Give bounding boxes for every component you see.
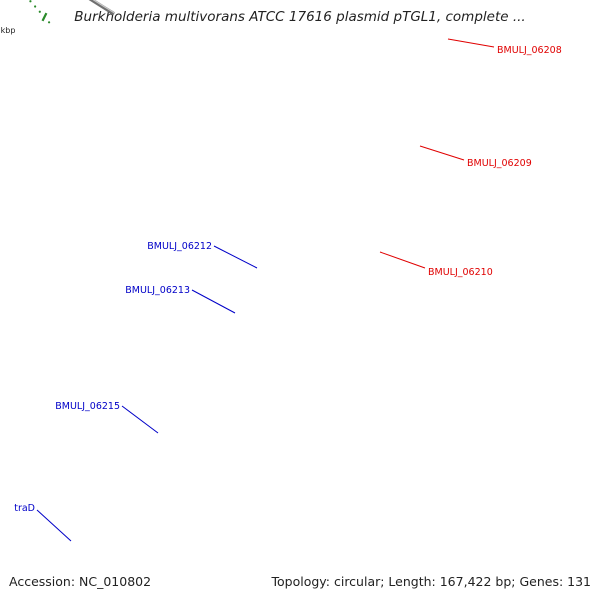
label-layer: 48 kbp50 kbp52 kbp54 kbp56 kbp58 kbp60 k…	[0, 26, 562, 542]
accession-text: Accession: NC_010802	[9, 574, 152, 589]
gene-label[interactable]: BMULJ_06209	[467, 158, 532, 169]
backbone-highlight	[92, 0, 116, 14]
gene-leader-line	[121, 405, 159, 434]
gene-leader-line	[36, 509, 72, 542]
tick-dot	[34, 5, 37, 8]
tick-dot	[47, 21, 51, 24]
gene-leader-line	[447, 38, 495, 48]
gene-label[interactable]: BMULJ_06208	[497, 45, 562, 56]
gene-leader-line	[213, 245, 258, 269]
tick-dot	[29, 0, 32, 3]
gene-leader-line	[191, 289, 236, 314]
gene-label[interactable]: BMULJ_06213	[125, 285, 190, 296]
tick-dot	[38, 10, 41, 13]
topology-summary: Topology: circular; Length: 167,422 bp; …	[271, 574, 592, 589]
gene-leader-line	[379, 251, 426, 269]
kbp-label: 48 kbp	[0, 26, 15, 35]
kbp-tick-mark	[41, 12, 48, 22]
gene-label[interactable]: BMULJ_06212	[147, 241, 212, 252]
gene-label[interactable]: traD	[14, 503, 35, 514]
gene-label[interactable]: BMULJ_06215	[55, 401, 120, 412]
map-title: Burkholderia multivorans ATCC 17616 plas…	[74, 9, 526, 25]
backbone-layer	[88, 0, 116, 16]
tick-layer	[29, 0, 51, 24]
gene-label[interactable]: BMULJ_06210	[428, 267, 493, 278]
gene-leader-line	[419, 145, 465, 161]
